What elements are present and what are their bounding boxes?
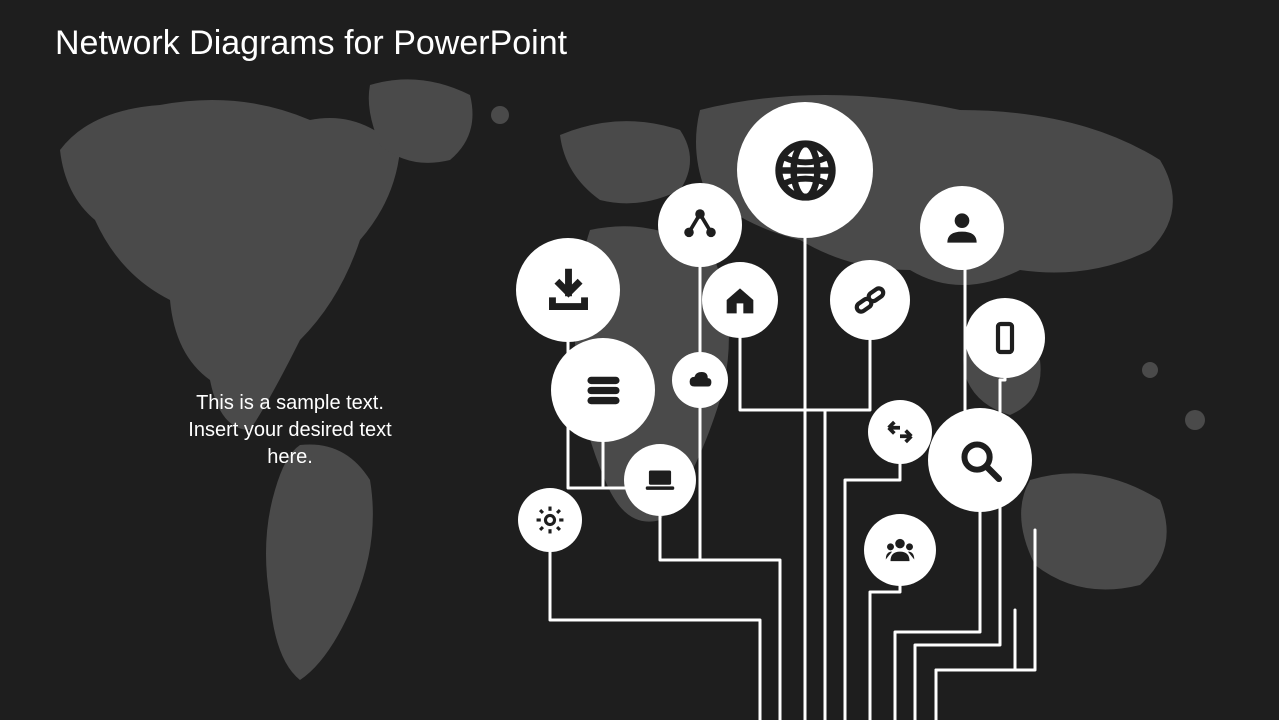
mobile-icon bbox=[984, 317, 1026, 359]
gear-icon bbox=[533, 503, 567, 537]
group-icon bbox=[881, 531, 919, 569]
swap-icon bbox=[883, 415, 917, 449]
node-group bbox=[864, 514, 936, 586]
node-home bbox=[702, 262, 778, 338]
home-icon bbox=[720, 280, 760, 320]
download-icon bbox=[541, 263, 596, 318]
node-link bbox=[830, 260, 910, 340]
node-gear bbox=[518, 488, 582, 552]
user-icon bbox=[940, 206, 984, 250]
node-swap bbox=[868, 400, 932, 464]
slide-canvas: Network Diagrams for PowerPoint This is … bbox=[0, 0, 1279, 720]
node-globe bbox=[737, 102, 873, 238]
share-icon bbox=[678, 203, 722, 247]
link-icon bbox=[849, 279, 891, 321]
search-icon bbox=[953, 433, 1008, 488]
node-download bbox=[516, 238, 620, 342]
node-user bbox=[920, 186, 1004, 270]
node-laptop bbox=[624, 444, 696, 516]
globe-icon bbox=[770, 135, 841, 206]
node-cloud bbox=[672, 352, 728, 408]
cloud-icon bbox=[686, 366, 715, 395]
database-icon bbox=[576, 363, 631, 418]
laptop-icon bbox=[641, 461, 679, 499]
node-share bbox=[658, 183, 742, 267]
node-search bbox=[928, 408, 1032, 512]
node-mobile bbox=[965, 298, 1045, 378]
node-db bbox=[551, 338, 655, 442]
